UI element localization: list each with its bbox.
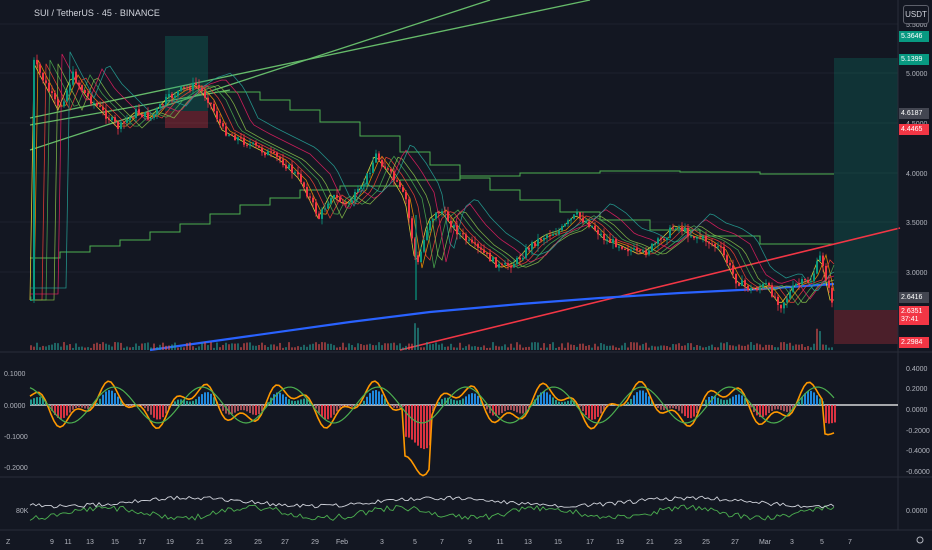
time-tick-label: 15 xyxy=(554,539,562,546)
oscillator-left-tick: -0.2000 xyxy=(4,465,28,472)
price-label: 2.6351 xyxy=(899,306,929,317)
time-tick-label: 15 xyxy=(111,539,119,546)
time-tick-label: 23 xyxy=(674,539,682,546)
time-tick-label: 5 xyxy=(820,539,824,546)
price-label: 2.2984 xyxy=(899,337,929,348)
time-tick-label: 21 xyxy=(196,539,204,546)
time-tick-label: 5 xyxy=(413,539,417,546)
oscillator-right-tick: 0.4000 xyxy=(906,366,928,373)
time-tick-label: 9 xyxy=(468,539,472,546)
time-tick-label: 29 xyxy=(311,539,319,546)
time-tick-label: 17 xyxy=(586,539,594,546)
trendline-blue[interactable] xyxy=(149,282,835,352)
candlesticks[interactable] xyxy=(30,54,833,314)
moving-averages xyxy=(29,51,835,306)
price-label: 37:41 xyxy=(899,314,929,325)
price-tick-label: 5.0000 xyxy=(906,71,928,78)
volume-left-tick: 80K xyxy=(16,508,29,515)
price-label: 4.6187 xyxy=(899,108,929,119)
price-label: 5.1399 xyxy=(899,54,929,65)
time-tick-label: Feb xyxy=(336,539,348,546)
oscillator-left-tick: 0.0000 xyxy=(4,403,26,410)
price-label: 4.4465 xyxy=(899,124,929,135)
time-tick-label: 17 xyxy=(138,539,146,546)
oscillator-right-tick: 0.0000 xyxy=(906,407,928,414)
time-tick-label: 25 xyxy=(702,539,710,546)
time-tick-label: 3 xyxy=(380,539,384,546)
time-tick-label: 11 xyxy=(64,539,71,546)
trendline-red[interactable] xyxy=(399,227,901,351)
settings-gear-icon[interactable] xyxy=(916,536,924,544)
chart-grid xyxy=(0,23,898,273)
position-stop-box[interactable] xyxy=(165,111,208,128)
time-tick-label: 13 xyxy=(86,539,94,546)
position-stop-zone[interactable] xyxy=(834,310,898,344)
price-tick-label: 4.0000 xyxy=(906,171,928,178)
time-tick-label: 13 xyxy=(524,539,532,546)
time-tick-label: 19 xyxy=(616,539,624,546)
time-tick-label: 11 xyxy=(496,539,503,546)
oscillator-histogram xyxy=(29,380,836,477)
currency-button[interactable]: USDT xyxy=(903,5,929,24)
oscillator-right-tick: -0.2000 xyxy=(906,428,930,435)
oscillator-left-tick: -0.1000 xyxy=(4,434,28,441)
oscillator-right-tick: 0.2000 xyxy=(906,386,928,393)
zoom-icon[interactable]: Z xyxy=(6,539,11,546)
staircase-line-1 xyxy=(30,170,834,259)
oscillator-right-tick: -0.4000 xyxy=(906,448,930,455)
trendline-green-short[interactable] xyxy=(29,89,231,126)
price-tick-label: 3.5000 xyxy=(906,220,928,227)
time-tick-label: 27 xyxy=(281,539,289,546)
volume-indicator-lines xyxy=(29,495,835,521)
oscillator-right-tick: -0.6000 xyxy=(906,469,930,476)
time-tick-label: 23 xyxy=(224,539,232,546)
time-tick-label: 3 xyxy=(790,539,794,546)
time-tick-label: 7 xyxy=(440,539,444,546)
position-target-zone[interactable] xyxy=(834,58,898,310)
symbol-title[interactable]: SUI / TetherUS · 45 · BINANCE xyxy=(34,8,160,18)
price-tick-label: 3.0000 xyxy=(906,270,928,277)
time-tick-label: 7 xyxy=(848,539,852,546)
price-label: 5.3646 xyxy=(899,31,929,42)
time-tick-label: 19 xyxy=(166,539,174,546)
time-tick-label: 25 xyxy=(254,539,262,546)
time-tick-label: 21 xyxy=(646,539,654,546)
volume-right-tick: 0.0000 xyxy=(906,508,928,515)
staircase-line-2 xyxy=(215,91,834,245)
trendline-green-lower[interactable] xyxy=(29,0,491,151)
volume-bars xyxy=(30,323,833,350)
oscillator-left-tick: 0.1000 xyxy=(4,371,26,378)
time-tick-label: 9 xyxy=(50,539,54,546)
time-tick-label: 27 xyxy=(731,539,739,546)
price-tick-label: 5.5000 xyxy=(906,22,928,29)
time-tick-label: Mar xyxy=(759,539,772,546)
price-label: 2.6416 xyxy=(899,292,929,303)
